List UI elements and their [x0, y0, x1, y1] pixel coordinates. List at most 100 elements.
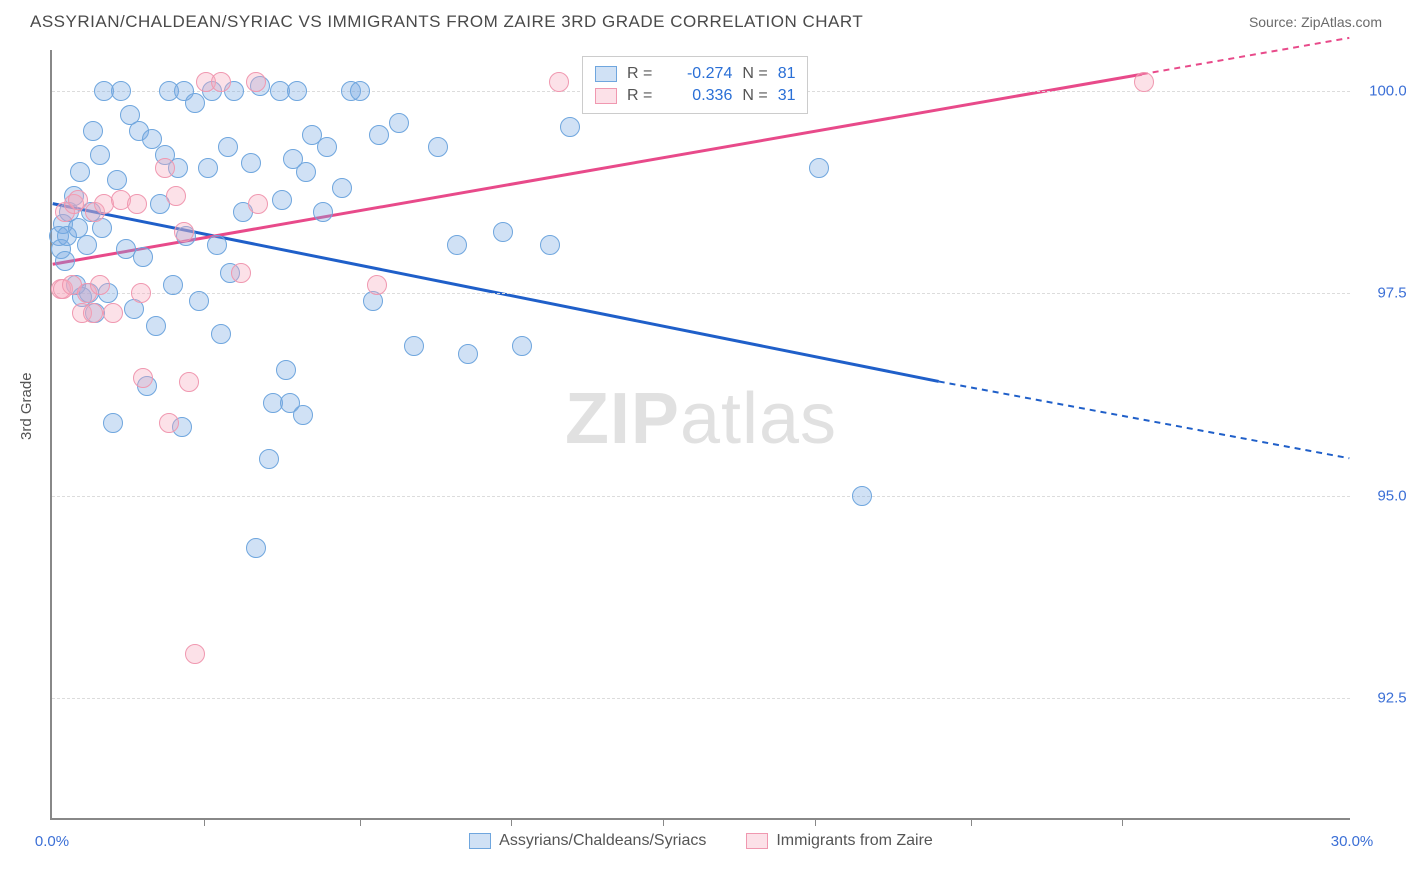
legend-row: R = 0.336 N = 31: [595, 85, 795, 107]
n-value: 31: [778, 87, 796, 105]
data-point: [317, 137, 337, 157]
data-point: [163, 275, 183, 295]
data-point: [77, 235, 97, 255]
x-tick-mark: [511, 818, 512, 826]
data-point: [103, 413, 123, 433]
data-point: [90, 145, 110, 165]
data-point: [458, 344, 478, 364]
legend-swatch: [595, 66, 617, 82]
data-point: [185, 644, 205, 664]
chart-header: ASSYRIAN/CHALDEAN/SYRIAC VS IMMIGRANTS F…: [0, 0, 1406, 40]
data-point: [207, 235, 227, 255]
data-point: [493, 222, 513, 242]
data-point: [133, 247, 153, 267]
data-point: [90, 275, 110, 295]
data-point: [218, 137, 238, 157]
data-point: [276, 360, 296, 380]
correlation-legend: R = -0.274 N = 81 R = 0.336 N = 31: [582, 56, 808, 114]
data-point: [367, 275, 387, 295]
r-value: -0.274: [662, 65, 732, 83]
data-point: [313, 202, 333, 222]
data-point: [246, 538, 266, 558]
x-tick-mark: [1122, 818, 1123, 826]
watermark-bold: ZIP: [565, 379, 680, 459]
r-value: 0.336: [662, 87, 732, 105]
n-label: N =: [742, 65, 767, 83]
legend-row: R = -0.274 N = 81: [595, 63, 795, 85]
data-point: [296, 162, 316, 182]
x-tick-mark: [204, 818, 205, 826]
n-label: N =: [742, 87, 767, 105]
series-legend: Assyrians/Chaldeans/Syriacs Immigrants fr…: [52, 832, 1350, 850]
data-point: [332, 178, 352, 198]
y-tick-label: 100.0%: [1369, 82, 1406, 99]
data-point: [272, 190, 292, 210]
data-point: [512, 336, 532, 356]
data-point: [560, 117, 580, 137]
data-point: [248, 194, 268, 214]
x-tick-mark: [815, 818, 816, 826]
x-tick-mark: [360, 818, 361, 826]
data-point: [428, 137, 448, 157]
legend-label: Immigrants from Zaire: [776, 832, 932, 850]
data-point: [107, 170, 127, 190]
data-point: [159, 413, 179, 433]
chart-title: ASSYRIAN/CHALDEAN/SYRIAC VS IMMIGRANTS F…: [30, 12, 863, 32]
gridline: [52, 496, 1350, 497]
data-point: [211, 324, 231, 344]
data-point: [166, 186, 186, 206]
y-axis-label: 3rd Grade: [18, 372, 35, 440]
data-point: [259, 449, 279, 469]
data-point: [231, 263, 251, 283]
r-label: R =: [627, 87, 652, 105]
legend-item: Assyrians/Chaldeans/Syriacs: [469, 832, 706, 850]
x-tick-mark: [663, 818, 664, 826]
data-point: [189, 291, 209, 311]
data-point: [350, 81, 370, 101]
data-point: [447, 235, 467, 255]
data-point: [246, 72, 266, 92]
data-point: [1134, 72, 1154, 92]
gridline: [52, 698, 1350, 699]
data-point: [809, 158, 829, 178]
n-value: 81: [778, 65, 796, 83]
data-point: [127, 194, 147, 214]
data-point: [287, 81, 307, 101]
data-point: [404, 336, 424, 356]
y-tick-label: 97.5%: [1377, 285, 1406, 302]
data-point: [146, 316, 166, 336]
legend-label: Assyrians/Chaldeans/Syriacs: [499, 832, 706, 850]
data-point: [155, 158, 175, 178]
data-point: [185, 93, 205, 113]
data-point: [369, 125, 389, 145]
data-point: [55, 251, 75, 271]
data-point: [852, 486, 872, 506]
x-tick-mark: [971, 818, 972, 826]
data-point: [131, 283, 151, 303]
data-point: [211, 72, 231, 92]
legend-swatch: [469, 833, 491, 849]
data-point: [133, 368, 153, 388]
data-point: [83, 303, 103, 323]
legend-swatch: [595, 88, 617, 104]
r-label: R =: [627, 65, 652, 83]
watermark-light: atlas: [680, 379, 837, 459]
y-tick-label: 95.0%: [1377, 487, 1406, 504]
scatter-plot: ZIPatlas 92.5%95.0%97.5%100.0%0.0%30.0%R…: [50, 50, 1350, 820]
data-point: [179, 372, 199, 392]
data-point: [83, 121, 103, 141]
gridline: [52, 293, 1350, 294]
data-point: [389, 113, 409, 133]
y-tick-label: 92.5%: [1377, 690, 1406, 707]
data-point: [70, 162, 90, 182]
data-point: [68, 190, 88, 210]
data-point: [241, 153, 261, 173]
legend-item: Immigrants from Zaire: [746, 832, 932, 850]
data-point: [540, 235, 560, 255]
data-point: [111, 81, 131, 101]
watermark: ZIPatlas: [565, 378, 837, 460]
data-point: [174, 222, 194, 242]
data-point: [549, 72, 569, 92]
data-point: [293, 405, 313, 425]
chart-source: Source: ZipAtlas.com: [1249, 14, 1382, 30]
